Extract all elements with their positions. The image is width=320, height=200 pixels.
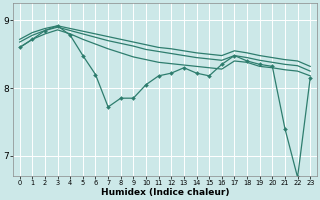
X-axis label: Humidex (Indice chaleur): Humidex (Indice chaleur)	[101, 188, 229, 197]
